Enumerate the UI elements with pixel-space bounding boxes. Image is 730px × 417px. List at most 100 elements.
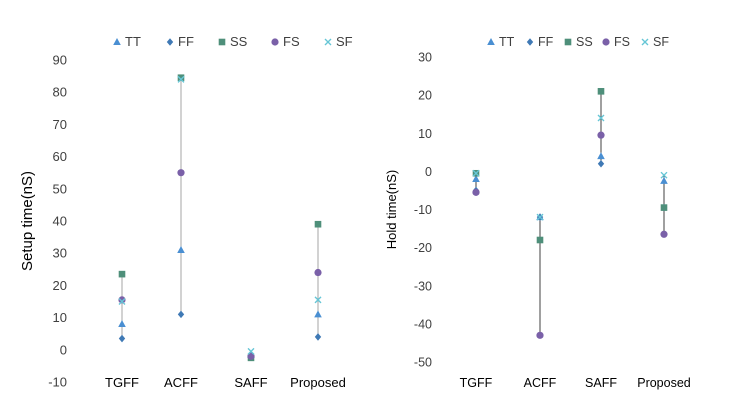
x-tick-label-saff: SAFF <box>234 375 267 390</box>
point-fs-acff <box>536 331 544 339</box>
point-tt-saff <box>597 152 605 160</box>
y-tick-label: 30 <box>418 51 432 65</box>
point-sf-acff <box>177 75 185 83</box>
point-sf-saff <box>597 114 605 122</box>
point-ss-tgff <box>118 270 126 278</box>
point-ff-proposed <box>314 333 322 341</box>
legend-label-fs: FS <box>614 35 630 49</box>
x-tick-label-tgff: TGFF <box>105 375 139 390</box>
legend-label-sf: SF <box>336 34 353 49</box>
x-tick-label-acff: ACFF <box>164 375 198 390</box>
legend-label-ss: SS <box>576 35 593 49</box>
legend: TT FF SS FS SF <box>113 34 353 49</box>
series-ff <box>118 310 322 361</box>
point-ss-proposed <box>314 220 322 228</box>
point-tt-proposed <box>314 310 322 318</box>
y-tick-label: -10 <box>48 375 67 390</box>
legend-label-fs: FS <box>283 34 300 49</box>
y-tick-label: 90 <box>53 53 67 68</box>
series-fs <box>118 169 322 360</box>
legend-marker-fs <box>602 38 610 46</box>
y-tick-label: 20 <box>418 89 432 103</box>
high-low-lines <box>475 91 665 336</box>
point-fs-saff <box>247 352 255 360</box>
y-tick-label: -10 <box>414 203 432 217</box>
legend-label-sf: SF <box>653 35 669 49</box>
y-tick-label: -20 <box>414 241 432 255</box>
y-tick-label: 0 <box>60 342 67 357</box>
legend-label-ff: FF <box>178 34 194 49</box>
series-sf <box>118 75 322 355</box>
series-tt <box>472 152 668 221</box>
series-fs <box>472 131 668 339</box>
legend-marker-fs <box>271 38 279 46</box>
y-tick-label: -30 <box>414 279 432 293</box>
y-tick-label: 40 <box>53 214 67 229</box>
y-tick-labels: -50 -40 -30 -20 -10 0 10 20 30 <box>414 51 432 370</box>
legend-marker-ff <box>526 38 534 46</box>
y-tick-label: 20 <box>53 278 67 293</box>
point-fs-tgff <box>118 296 126 304</box>
point-fs-proposed <box>660 230 668 238</box>
y-tick-label: -50 <box>414 356 432 370</box>
point-sf-saff <box>247 347 255 355</box>
point-tt-acff <box>177 245 185 253</box>
point-tt-proposed <box>660 176 668 184</box>
point-sf-proposed <box>660 171 668 179</box>
legend-marker-ss <box>218 38 226 46</box>
y-axis-title: Hold time(nS) <box>384 170 399 249</box>
point-sf-tgff <box>472 169 480 177</box>
point-fs-tgff <box>472 188 480 196</box>
point-ff-tgff <box>118 334 126 343</box>
y-tick-label: 0 <box>425 165 432 179</box>
y-tick-label: 10 <box>418 127 432 141</box>
point-ss-proposed <box>660 204 668 211</box>
x-tick-label-proposed: Proposed <box>290 375 346 390</box>
legend-marker-ss <box>564 38 572 46</box>
x-tick-labels: TGFF ACFF SAFF Proposed <box>460 376 691 390</box>
point-sf-tgff <box>118 298 126 305</box>
point-ss-saff <box>597 88 605 95</box>
series-ss <box>472 88 668 244</box>
legend: TT FF SS FS SF <box>487 35 669 49</box>
point-ss-acff <box>536 236 544 244</box>
chart-setup: -10 0 10 20 30 40 50 60 70 80 90 Setup time(nS) TGFF… <box>19 34 353 390</box>
series-tt <box>118 245 322 358</box>
y-tick-label: 80 <box>53 85 67 100</box>
point-sf-acff <box>536 213 544 221</box>
x-tick-label-saff: SAFF <box>585 376 617 390</box>
legend-marker-sf <box>641 38 649 46</box>
legend-marker-ff <box>166 38 174 46</box>
legend-label-ss: SS <box>230 34 248 49</box>
point-tt-tgff <box>472 175 480 182</box>
y-axis-title: Setup time(nS) <box>19 171 36 271</box>
x-tick-label-proposed: Proposed <box>637 376 691 390</box>
legend-marker-tt <box>487 38 495 45</box>
y-tick-label: 50 <box>53 181 67 196</box>
legend-label-ff: FF <box>538 35 554 49</box>
series-ss <box>118 74 322 362</box>
y-tick-label: 70 <box>53 117 67 132</box>
series-sf <box>472 114 668 221</box>
point-sf-proposed <box>314 296 322 304</box>
legend-marker-tt <box>113 38 121 45</box>
y-tick-label: -40 <box>414 317 432 331</box>
series-ff <box>472 159 668 221</box>
point-ff-acff <box>177 310 185 319</box>
point-tt-tgff <box>118 320 126 328</box>
legend-label-tt: TT <box>125 34 141 49</box>
high-low-lines <box>121 77 319 358</box>
point-ss-acff <box>177 74 185 82</box>
y-tick-label: 60 <box>53 149 67 164</box>
chart-hold: -50 -40 -30 -20 -10 0 10 20 30 Hold time(nS) TGFF A… <box>384 35 691 390</box>
x-tick-label-acff: ACFF <box>524 376 557 390</box>
point-ff-saff <box>597 159 605 168</box>
point-fs-proposed <box>314 268 322 277</box>
legend-marker-sf <box>324 38 332 46</box>
x-tick-labels: TGFF ACFF SAFF Proposed <box>105 375 346 390</box>
x-tick-label-tgff: TGFF <box>460 376 493 390</box>
y-tick-label: 30 <box>53 246 67 261</box>
y-tick-labels: -10 0 10 20 30 40 50 60 70 80 90 <box>48 53 67 390</box>
point-fs-saff <box>597 131 605 139</box>
